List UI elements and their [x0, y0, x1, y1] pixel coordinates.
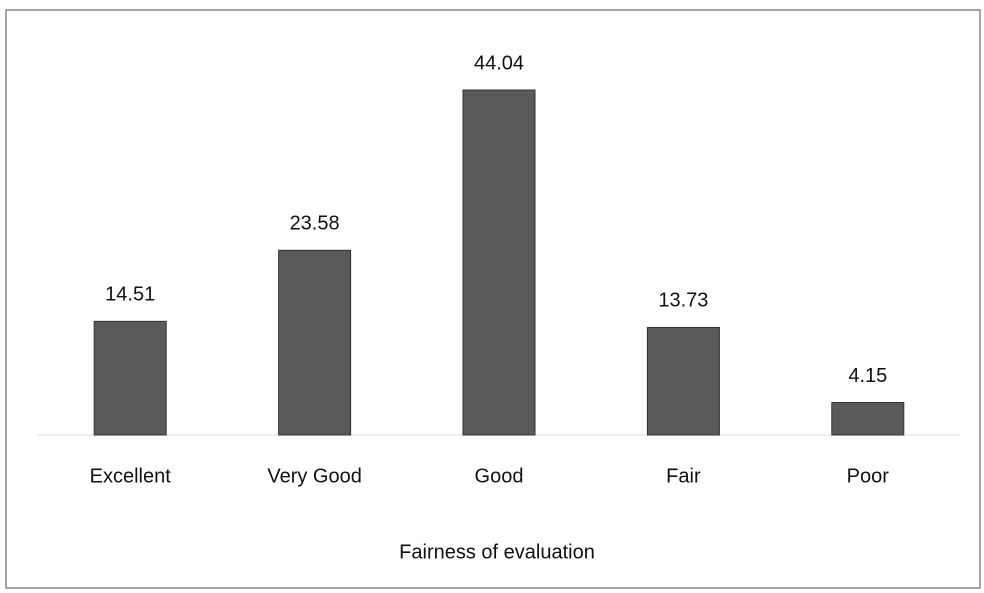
x-tick-label: Very Good — [267, 465, 362, 487]
bar — [462, 89, 536, 436]
x-tick-label: Good — [475, 465, 524, 487]
bar — [831, 401, 905, 436]
x-tick-label: Fair — [666, 465, 701, 487]
data-label: 13.73 — [658, 290, 708, 312]
data-label: 44.04 — [474, 52, 524, 74]
x-tick-label: Poor — [847, 465, 890, 487]
bar — [646, 326, 720, 436]
x-tick-label: Excellent — [90, 465, 172, 487]
data-label: 4.15 — [848, 365, 887, 387]
bar — [278, 249, 352, 436]
x-axis-title: Fairness of evaluation — [399, 541, 595, 563]
bar — [93, 320, 167, 436]
data-label: 23.58 — [290, 213, 340, 235]
data-label: 14.51 — [105, 284, 155, 306]
